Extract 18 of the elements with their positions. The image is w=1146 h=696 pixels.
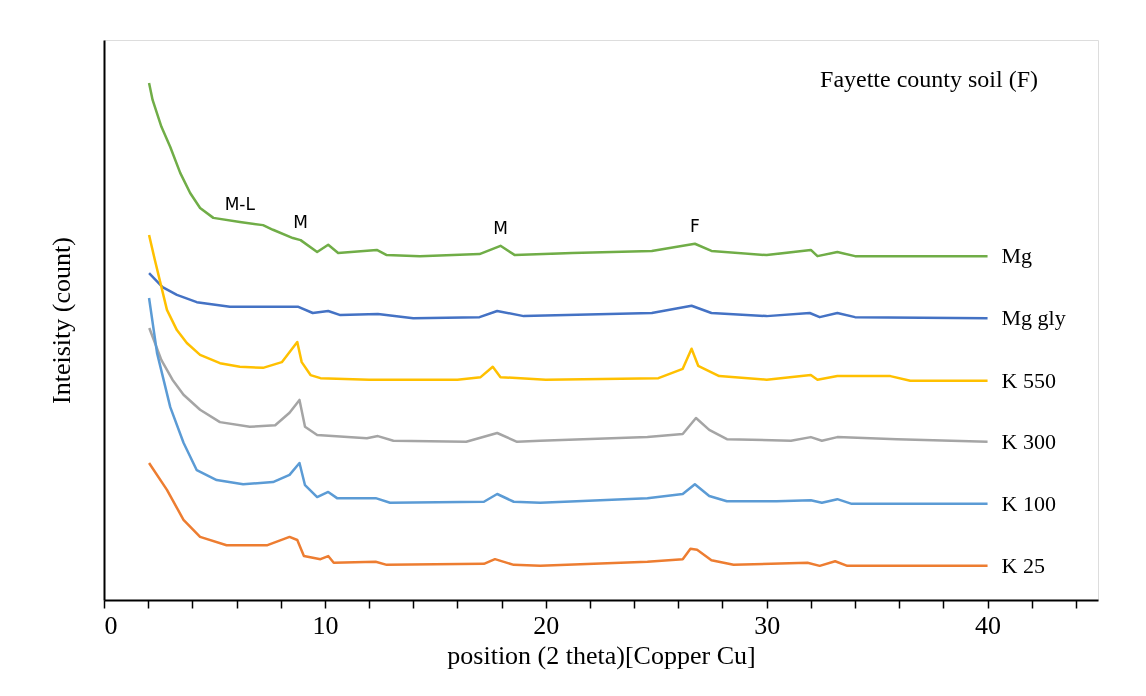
annotation: M: [493, 217, 508, 238]
x-axis-title: position (2 theta)[Copper Cu]: [447, 640, 756, 670]
x-tick-label: 20: [533, 610, 560, 640]
series-label: Mg: [1001, 243, 1033, 269]
annotation: F: [689, 215, 700, 236]
x-tick-label: 10: [312, 610, 339, 640]
series-label: K 550: [1001, 367, 1056, 393]
annotation: M-L: [224, 194, 256, 215]
x-tick-label: 30: [754, 610, 781, 640]
x-tick-label: 40: [975, 610, 1002, 640]
x-tick-label: 0: [104, 610, 118, 640]
series-label: Mg gly: [1001, 305, 1066, 331]
series-label: K 25: [1001, 552, 1045, 578]
series-label: K 100: [1001, 490, 1056, 516]
chart-title: Fayette county soil (F): [820, 66, 1038, 92]
series-label: K 300: [1001, 428, 1056, 454]
y-axis-title: Inteisity (count): [46, 237, 76, 404]
annotation: M: [293, 212, 308, 233]
